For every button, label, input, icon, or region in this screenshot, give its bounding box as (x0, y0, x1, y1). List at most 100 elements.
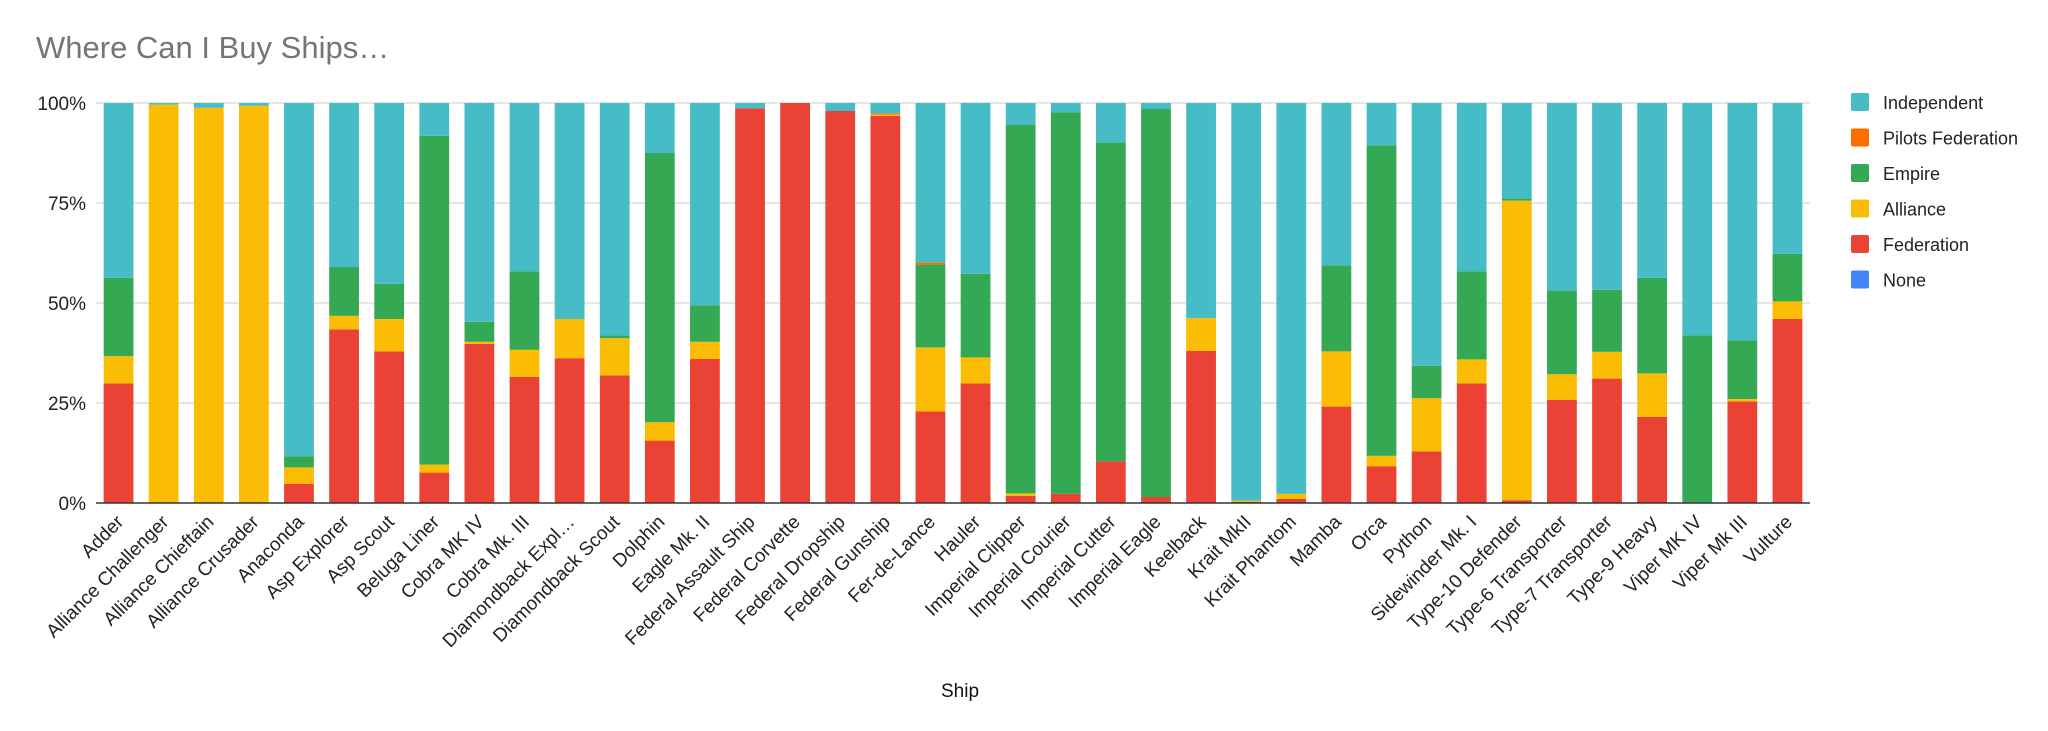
x-tick-label: Vulture (1740, 512, 1797, 569)
bar-segment (1411, 398, 1442, 452)
bar-segment (1501, 500, 1532, 503)
y-tick-label: 25% (48, 394, 86, 415)
bar-segment (329, 329, 359, 503)
bar-segment (419, 472, 450, 503)
bar-segment (1547, 103, 1577, 291)
bar-segment (690, 341, 720, 359)
bar-segment (915, 103, 946, 263)
bar-segment (329, 103, 359, 267)
bar-segment (1231, 103, 1262, 501)
bar-segment (735, 103, 765, 109)
bar-segment (103, 356, 134, 384)
bar-segment (1682, 103, 1713, 336)
bar-segment (1637, 417, 1668, 503)
bar-segment (1050, 112, 1081, 494)
legend-swatch (1851, 128, 1869, 147)
y-tick-label: 75% (48, 194, 86, 215)
bar-segment (1276, 103, 1307, 494)
bar-segment (1456, 383, 1487, 503)
bar-segment (1141, 109, 1171, 497)
x-tick-label: Mamba (1286, 511, 1346, 571)
bar-segment (915, 264, 946, 348)
bar-segment (1501, 103, 1532, 199)
bar-segment (1321, 351, 1352, 407)
bar-segment (1592, 378, 1622, 503)
bar-segment (148, 103, 179, 105)
bar-segment (193, 107, 224, 504)
bar-segment (238, 103, 269, 106)
bar-segment (1095, 461, 1126, 503)
bar-segment (644, 153, 675, 423)
y-axis-ticks: 0% 25% 50% 75% 100% (37, 94, 86, 515)
bar-segment (238, 105, 269, 504)
bar-segment (870, 113, 901, 115)
bar-segment (509, 103, 540, 272)
bar-segment (284, 467, 314, 484)
bar-segment (1547, 399, 1577, 503)
bar-segment (644, 440, 675, 503)
bar-segment (1411, 365, 1442, 399)
bar-segment (960, 103, 991, 274)
bar-segment (960, 273, 991, 358)
bar-segment (1050, 103, 1081, 113)
legend-label: None (1883, 271, 1926, 291)
bar-segment (1637, 277, 1668, 374)
bar-segment (825, 103, 856, 111)
bar-segment (1366, 455, 1397, 467)
y-tick-label: 50% (48, 294, 86, 315)
legend-label: Empire (1883, 164, 1940, 184)
bar-segment (870, 103, 901, 114)
bar-segment (1592, 289, 1622, 352)
bar-segment (1501, 198, 1532, 201)
bar-segment (554, 358, 585, 503)
bar-segment (1005, 495, 1036, 503)
bar-segment (1366, 466, 1397, 503)
bar-segment (644, 422, 675, 441)
bar-segment (374, 319, 405, 352)
bar-segment (599, 103, 630, 336)
bar-segment (464, 103, 495, 322)
bar-segment (374, 351, 405, 503)
legend-swatch (1851, 270, 1869, 289)
bar-segment (735, 108, 765, 503)
bar-segment (780, 103, 811, 503)
bar-segment (915, 411, 946, 503)
bar-segment (599, 338, 630, 376)
chart-title: Where Can I Buy Ships… (36, 30, 390, 65)
bar-segment (464, 341, 495, 344)
legend: Independent Pilots Federation Empire Allian… (1851, 93, 2018, 291)
bar-segment (103, 277, 134, 357)
y-tick-label: 0% (59, 494, 87, 515)
bar-segment (1276, 493, 1307, 499)
bar-segment (374, 103, 405, 284)
bar-segment (284, 483, 314, 503)
bar-segment (148, 104, 179, 503)
bar-segment (509, 271, 540, 350)
bar-segment (599, 375, 630, 503)
bar-segment (193, 103, 224, 108)
bar-segment (1005, 125, 1036, 494)
bar-segment (284, 456, 314, 468)
bar-segment (103, 103, 134, 278)
bar-segment (284, 103, 314, 457)
bar-segment (1547, 290, 1577, 375)
bar-segment (419, 464, 450, 473)
bar-segment (1095, 142, 1126, 462)
bar-segment (1095, 103, 1126, 143)
bar-segment (1186, 103, 1216, 319)
bar-segment (374, 283, 405, 319)
bar-segment (1727, 399, 1758, 402)
bar-segment (1050, 493, 1081, 503)
bar-segment (1141, 103, 1171, 109)
bar-segment (464, 343, 495, 503)
bar-segment (915, 347, 946, 412)
bar-segment (1592, 103, 1622, 290)
bar-segment (1366, 145, 1397, 456)
bar-segment (1637, 103, 1668, 278)
bar-segment (690, 359, 720, 503)
bar-segment (1005, 493, 1036, 496)
bar-segment (554, 103, 585, 319)
bar-segment (1772, 253, 1803, 302)
bar-segment (1501, 200, 1532, 501)
